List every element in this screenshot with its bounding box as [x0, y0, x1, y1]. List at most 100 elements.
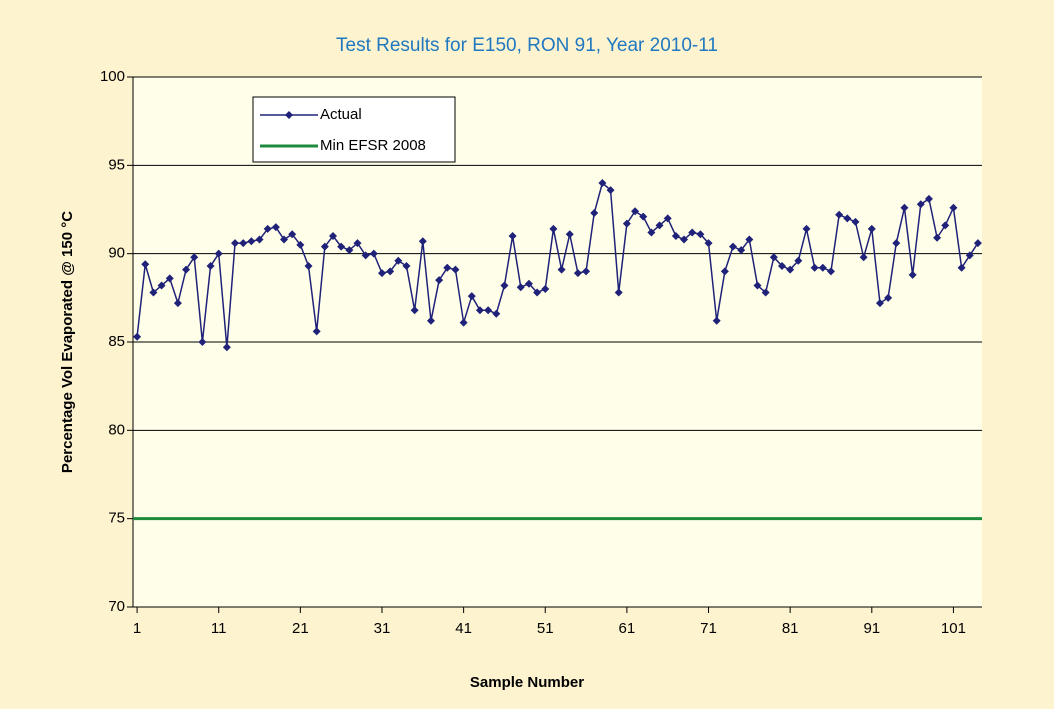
marker: [565, 230, 574, 239]
marker: [973, 239, 982, 248]
marker: [345, 246, 354, 255]
marker: [329, 232, 338, 240]
marker: [533, 288, 542, 297]
legend-box: [252, 96, 456, 163]
marker: [867, 224, 876, 233]
x-tick-label: 91: [863, 620, 880, 637]
marker: [859, 253, 868, 262]
marker: [720, 267, 729, 276]
x-tick-label: 71: [700, 620, 717, 637]
marker: [239, 239, 248, 248]
marker: [557, 265, 566, 274]
marker: [222, 343, 231, 352]
marker: [786, 265, 795, 274]
marker: [304, 262, 313, 271]
marker: [647, 228, 656, 237]
marker: [941, 221, 950, 230]
marker: [508, 232, 517, 240]
marker: [884, 293, 893, 302]
marker: [908, 270, 917, 279]
marker: [467, 292, 476, 301]
y-tick-label: 90: [108, 245, 125, 262]
marker: [149, 288, 158, 297]
marker: [729, 242, 738, 251]
y-tick-label: 80: [108, 421, 125, 438]
marker: [451, 265, 460, 274]
legend-label: Actual: [320, 106, 362, 123]
chart-title: Test Results for E150, RON 91, Year 2010…: [336, 35, 718, 56]
marker: [190, 253, 199, 262]
marker: [769, 253, 778, 262]
marker: [320, 242, 329, 251]
marker: [745, 235, 754, 244]
marker: [394, 256, 403, 265]
marker: [312, 327, 321, 336]
legend: Actual Min EFSR 2008: [252, 96, 456, 163]
x-tick-label: 51: [537, 620, 554, 637]
marker: [133, 332, 142, 341]
marker: [582, 267, 591, 276]
marker: [924, 194, 933, 203]
marker: [549, 224, 558, 233]
x-tick-label: 81: [782, 620, 799, 637]
marker: [875, 299, 884, 308]
marker: [361, 251, 370, 260]
marker: [761, 288, 770, 297]
marker: [337, 242, 346, 251]
marker: [606, 186, 615, 195]
marker: [198, 338, 207, 346]
x-tick-label: 61: [619, 620, 636, 637]
marker: [353, 239, 362, 248]
marker: [671, 232, 680, 240]
marker: [459, 318, 468, 327]
marker: [280, 235, 289, 244]
marker: [916, 200, 925, 209]
marker: [949, 203, 958, 212]
y-tick-label: 85: [108, 333, 125, 350]
x-tick-label: 31: [374, 620, 391, 637]
marks: [133, 179, 982, 521]
marker: [247, 237, 256, 246]
marker: [182, 265, 191, 274]
x-tick-label: 101: [941, 620, 966, 637]
marker: [173, 299, 182, 308]
marker: [288, 230, 297, 239]
marker: [426, 316, 435, 325]
marker: [524, 279, 533, 288]
marker: [231, 239, 240, 248]
marker: [712, 316, 721, 325]
marker: [892, 239, 901, 248]
marker: [206, 262, 215, 271]
marker: [255, 235, 264, 244]
marker: [157, 281, 166, 290]
y-tick-label: 70: [108, 598, 125, 615]
marker: [590, 209, 599, 218]
marker: [475, 306, 484, 315]
marker: [516, 283, 525, 292]
marker: [737, 246, 746, 255]
x-tick-label: 21: [292, 620, 309, 637]
marker: [296, 240, 305, 249]
marker: [933, 233, 942, 242]
marker: [655, 221, 664, 230]
marker: [622, 219, 631, 228]
marker: [484, 306, 493, 315]
marker: [688, 228, 697, 237]
marker: [614, 288, 623, 297]
x-tick-label: 41: [455, 620, 472, 637]
marker: [957, 263, 966, 272]
marker: [663, 214, 672, 223]
y-tick-label: 100: [100, 68, 125, 85]
x-axis-label: Sample Number: [470, 674, 584, 691]
marker: [271, 223, 280, 232]
y-tick-label: 95: [108, 156, 125, 173]
marker: [573, 269, 582, 278]
marker: [402, 262, 411, 271]
marker: [794, 256, 803, 265]
marker: [214, 249, 223, 258]
x-tick-label: 11: [211, 620, 227, 637]
marker: [900, 203, 909, 212]
legend-label: Min EFSR 2008: [320, 137, 426, 154]
marker: [541, 285, 550, 293]
marker: [639, 212, 648, 221]
